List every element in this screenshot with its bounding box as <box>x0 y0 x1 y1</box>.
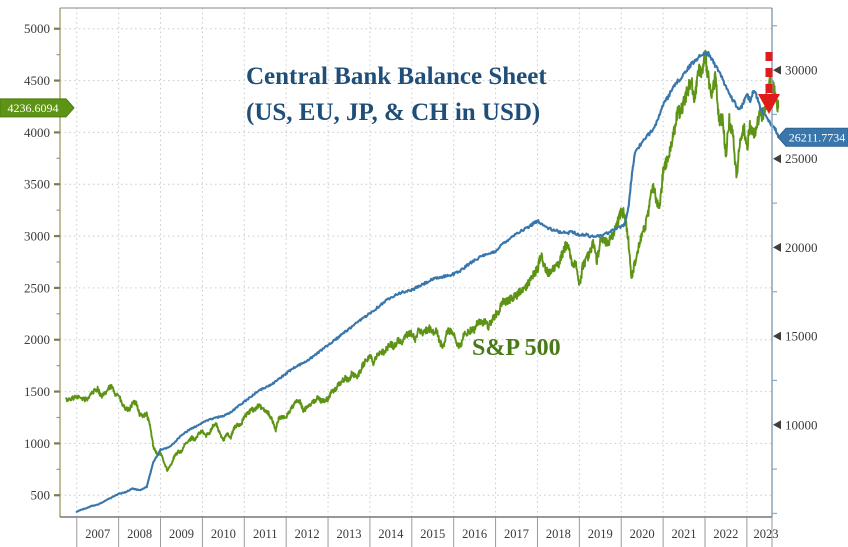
axis-bottom-tick-label: 2019 <box>588 527 613 541</box>
sp500-value-badge-shape <box>0 98 75 118</box>
axis-bottom-tick-label: 2008 <box>127 527 152 541</box>
axis-right-tick-arrow <box>773 242 781 252</box>
balance-sheet-value-badge-shape <box>777 127 848 147</box>
axis-bottom-tick-label: 2020 <box>630 527 655 541</box>
axis-bottom-tick-label: 2012 <box>295 527 320 541</box>
series-line-balance-sheet <box>75 50 780 513</box>
chart-title-line-2: (US, EU, JP, & CH in USD) <box>246 99 540 126</box>
axis-bottom-tick-label: 2010 <box>211 527 236 541</box>
axis-right-ticks: 30000 25000 20000 15000 10000 <box>772 25 818 515</box>
axis-left-tick-label: 4000 <box>24 125 50 140</box>
axis-right-tick-arrow <box>773 154 781 164</box>
down-arrow-icon <box>758 52 780 114</box>
axis-right-tick-arrow <box>773 420 781 430</box>
axis-left-tick-label: 3000 <box>24 229 50 244</box>
axis-left-tick-label: 1000 <box>24 436 50 451</box>
series-line-sp500 <box>65 49 780 472</box>
axis-right-tick-label: 25000 <box>785 151 818 166</box>
axis-right-tick-label: 20000 <box>785 240 818 255</box>
axis-left-tick-label: 5000 <box>24 21 50 36</box>
axis-right-tick-label: 30000 <box>785 63 818 78</box>
axis-bottom-tick-label: 2021 <box>672 527 697 541</box>
axis-right-tick-arrow <box>773 65 781 75</box>
axis-bottom-tick-label: 2018 <box>546 527 571 541</box>
axis-left-tick-label: 2000 <box>24 332 50 347</box>
axis-left-ticks: 5000 4500 4000 3500 3000 2500 2000 1500 1000 500 <box>24 21 60 503</box>
axis-left-tick-label: 4500 <box>24 73 50 88</box>
axis-left-tick-label: 2500 <box>24 280 50 295</box>
axis-bottom-tick-label: 2017 <box>504 527 529 541</box>
axis-bottom-tick-label: 2016 <box>462 527 487 541</box>
axis-right-tick-label: 15000 <box>785 329 818 344</box>
series-group <box>65 49 780 513</box>
sp500-value-badge[interactable]: 4236.6094 <box>0 98 75 118</box>
axis-right-tick-arrow <box>773 331 781 341</box>
sp500-series-label: S&P 500 <box>472 335 561 361</box>
axis-bottom-tick-label: 2015 <box>420 527 445 541</box>
axis-left-tick-label: 1500 <box>24 384 50 399</box>
chart-title: Central Bank Balance Sheet (US, EU, JP, &… <box>246 63 547 126</box>
axis-bottom-tick-label: 2009 <box>169 527 194 541</box>
axis-bottom-tick-label: 2022 <box>713 527 738 541</box>
axis-left-tick-label: 3500 <box>24 177 50 192</box>
balance-sheet-value-badge-label: 26211.7734 <box>789 130 846 144</box>
axis-right-tick-label: 10000 <box>785 417 818 432</box>
axis-left-tick-label: 500 <box>31 488 51 503</box>
down-arrow-head <box>758 94 780 114</box>
axis-bottom-tick-label: 2007 <box>85 527 110 541</box>
axis-bottom-tick-label: 2023 <box>754 527 779 541</box>
sp500-value-badge-label: 4236.6094 <box>8 101 59 115</box>
balance-sheet-value-badge[interactable]: 26211.7734 <box>777 127 848 147</box>
axis-bottom-ticks: 2007 2008 2009 2010 2011 2012 2013 2014 2015 2016… <box>76 517 779 547</box>
axis-bottom-tick-label: 2011 <box>253 527 278 541</box>
chart-title-line-1: Central Bank Balance Sheet <box>246 63 547 90</box>
axes <box>59 7 773 518</box>
axis-bottom-tick-label: 2013 <box>336 527 361 541</box>
axis-bottom-tick-label: 2014 <box>378 527 404 541</box>
